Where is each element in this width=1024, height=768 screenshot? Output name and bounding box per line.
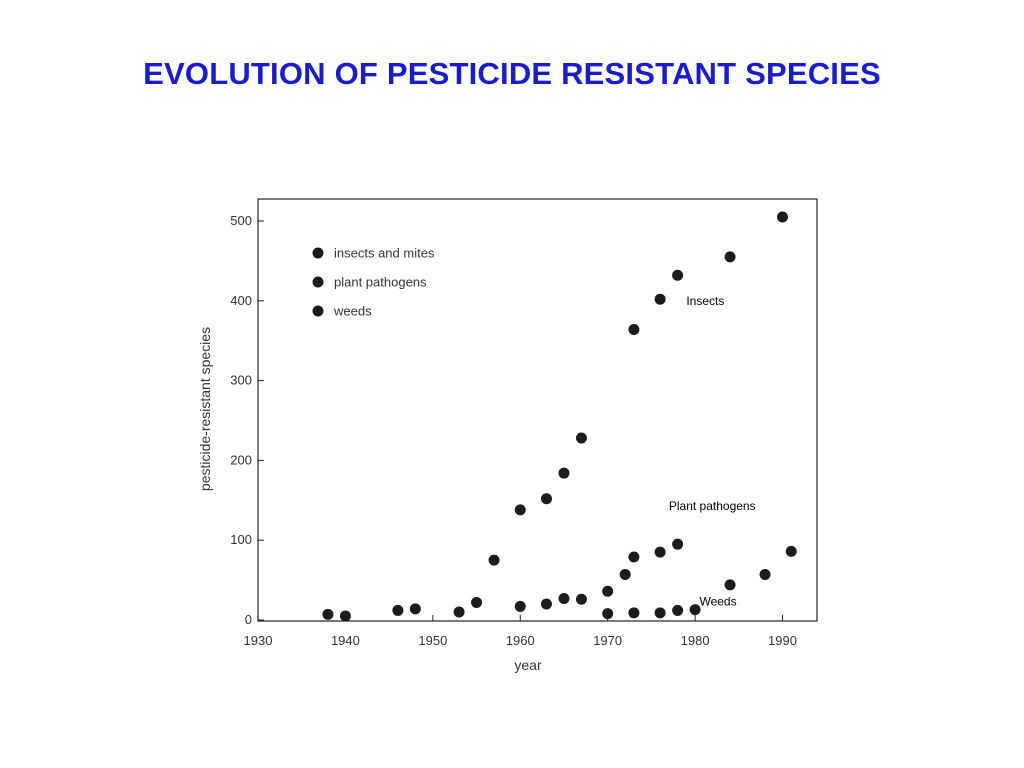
data-point-insects-and-mites <box>777 211 789 223</box>
data-point-insects-and-mites <box>628 324 640 336</box>
data-point-insects-and-mites <box>575 432 587 444</box>
legend-label: plant pathogens <box>334 275 427 290</box>
data-points <box>322 211 797 622</box>
data-point-insects-and-mites <box>514 504 526 516</box>
annotation-weeds: Weeds <box>699 595 736 609</box>
data-point-plant-pathogens <box>672 538 684 550</box>
data-point-insects-and-mites <box>409 603 421 615</box>
y-tick-label: 100 <box>230 532 252 547</box>
legend-marker <box>312 276 324 288</box>
data-point-plant-pathogens <box>558 592 570 604</box>
x-tick-label: 1990 <box>768 633 797 648</box>
annotation-plant-pathogens: Plant pathogens <box>669 499 756 513</box>
data-point-insects-and-mites <box>724 251 736 263</box>
data-point-plant-pathogens <box>654 546 666 558</box>
data-point-insects-and-mites <box>471 596 483 608</box>
data-point-plant-pathogens <box>575 593 587 605</box>
data-point-insects-and-mites <box>322 608 334 620</box>
data-point-insects-and-mites <box>488 554 500 566</box>
legend-label: weeds <box>333 304 372 319</box>
slide-title: EVOLUTION OF PESTICIDE RESISTANT SPECIES <box>143 56 881 91</box>
data-point-insects-and-mites <box>672 269 684 281</box>
data-point-plant-pathogens <box>453 606 465 618</box>
data-point-plant-pathogens <box>602 585 614 597</box>
annotations: Insects Plant pathogens Weeds <box>669 294 756 609</box>
data-point-weeds <box>654 607 666 619</box>
plot-frame <box>257 198 818 622</box>
y-axis-label: pesticide-resistant species <box>197 327 213 491</box>
annotation-insects: Insects <box>686 294 724 308</box>
data-point-weeds <box>689 604 701 616</box>
y-tick-label: 400 <box>230 293 252 308</box>
data-point-plant-pathogens <box>724 579 736 591</box>
data-point-insects-and-mites <box>654 293 666 305</box>
x-tick-label: 1980 <box>681 633 710 648</box>
data-point-weeds <box>759 569 771 581</box>
y-tick-label: 200 <box>230 452 252 467</box>
y-tick-label: 300 <box>230 373 252 388</box>
legend-marker <box>312 247 324 259</box>
data-point-weeds <box>785 545 797 557</box>
x-tick-label: 1940 <box>331 633 360 648</box>
x-axis-ticks: 1930 1940 1950 1960 1970 1980 1990 <box>244 615 797 648</box>
data-point-insects-and-mites <box>392 604 404 616</box>
x-tick-label: 1970 <box>593 633 622 648</box>
data-point-plant-pathogens <box>619 569 631 581</box>
y-tick-label: 0 <box>245 612 252 627</box>
y-tick-label: 500 <box>230 213 252 228</box>
data-point-plant-pathogens <box>540 598 552 610</box>
data-point-weeds <box>628 607 640 619</box>
x-tick-label: 1960 <box>506 633 535 648</box>
x-axis-label: year <box>514 657 542 673</box>
legend-label: insects and mites <box>334 246 435 261</box>
data-point-plant-pathogens <box>339 610 351 622</box>
y-axis-ticks: 0 100 200 300 400 500 <box>230 213 264 627</box>
x-tick-label: 1950 <box>418 633 447 648</box>
legend-marker <box>312 305 324 317</box>
legend: insects and mites plant pathogens weeds <box>312 246 435 319</box>
data-point-weeds <box>672 604 684 616</box>
x-tick-label: 1930 <box>244 633 273 648</box>
data-point-insects-and-mites <box>558 467 570 479</box>
data-point-plant-pathogens <box>628 551 640 563</box>
data-point-weeds <box>602 608 614 620</box>
data-point-plant-pathogens <box>514 600 526 612</box>
data-point-insects-and-mites <box>540 493 552 505</box>
